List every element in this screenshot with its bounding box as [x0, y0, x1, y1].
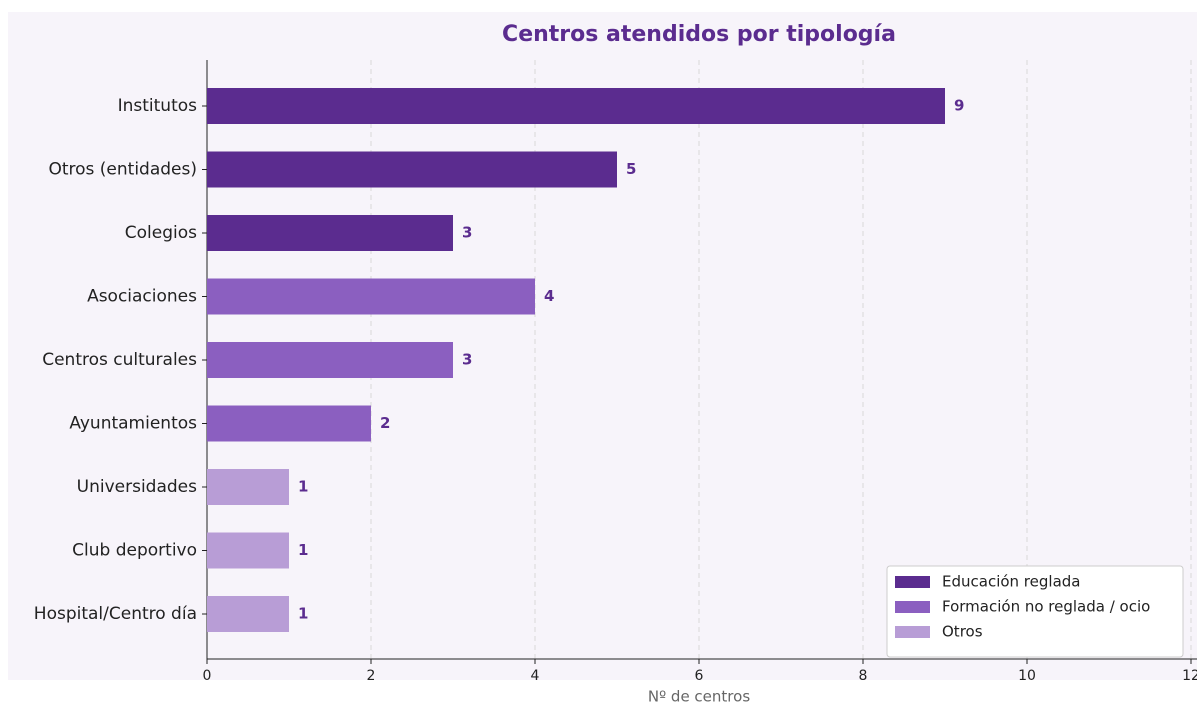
bar: [207, 342, 453, 378]
y-tick-label: Hospital/Centro día: [34, 604, 197, 624]
data-label: 1: [298, 605, 308, 623]
x-tick-label: 12: [1182, 668, 1197, 684]
bar: [207, 151, 617, 188]
data-label: 1: [298, 541, 308, 559]
legend-swatch: [895, 626, 930, 638]
legend-swatch: [895, 601, 930, 613]
data-label: 2: [380, 414, 390, 432]
y-tick-label: Institutos: [118, 96, 198, 116]
x-tick-label: 6: [695, 668, 704, 684]
data-label: 5: [626, 160, 636, 178]
bar: [207, 596, 289, 632]
data-label: 9: [954, 97, 964, 115]
chart-title: Centros atendidos por tipología: [502, 22, 896, 47]
bar: [207, 469, 289, 505]
y-tick-label: Colegios: [125, 223, 197, 243]
x-tick-label: 4: [531, 668, 540, 684]
data-label: 3: [462, 224, 472, 242]
x-tick-label: 0: [203, 668, 212, 684]
data-label: 1: [298, 478, 308, 496]
y-tick-label: Ayuntamientos: [69, 414, 197, 434]
bar: [207, 215, 453, 251]
legend-swatch: [895, 576, 930, 588]
data-label: 4: [544, 287, 554, 305]
bar: [207, 405, 371, 442]
y-tick-label: Club deportivo: [72, 541, 197, 561]
legend-label: Otros: [942, 623, 983, 641]
x-tick-label: 2: [367, 668, 376, 684]
legend-label: Formación no reglada / ocio: [942, 598, 1150, 616]
legend-label: Educación reglada: [942, 573, 1080, 591]
bar: [207, 278, 535, 315]
legend-box: [886, 565, 1184, 658]
y-tick-label: Otros (entidades): [48, 160, 197, 180]
bar: [207, 88, 945, 124]
x-axis-label: Nº de centros: [648, 688, 750, 706]
bar: [207, 532, 289, 569]
y-tick-label: Centros culturales: [42, 350, 197, 370]
y-tick-label: Asociaciones: [87, 287, 197, 307]
y-tick-label: Universidades: [77, 477, 197, 497]
data-label: 3: [462, 351, 472, 369]
x-tick-label: 10: [1018, 668, 1036, 684]
x-tick-label: 8: [859, 668, 868, 684]
